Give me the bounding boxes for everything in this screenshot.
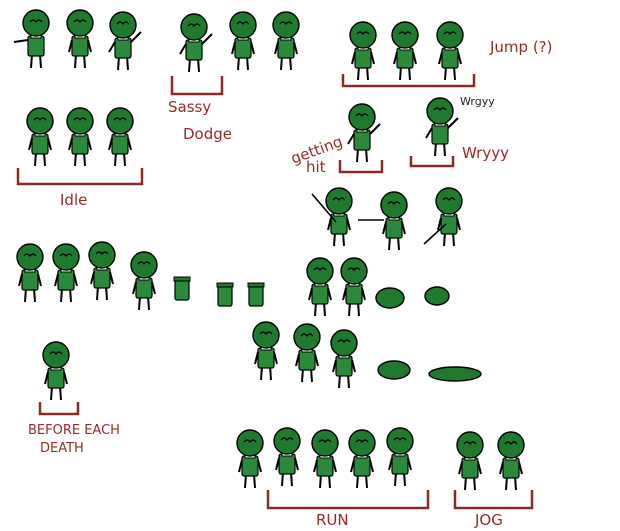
sprite-idle-3 [106,107,134,167]
bracket-getting-hit [338,160,384,174]
bracket-idle [16,168,144,186]
sprite-attack-1 [13,9,50,69]
label-jump: Jump (?) [490,38,553,56]
label-run: RUN [316,511,349,529]
sprite-sword-1 [325,187,353,247]
sprite-dissolve-1 [252,321,280,381]
label-idle: Idle [60,191,88,209]
sprite-idle-1 [26,107,54,167]
sprite-melt-blob-1 [375,287,405,309]
sprite-death-3 [88,241,116,301]
label-jog: JOG [475,511,503,529]
bracket-wryyy [409,156,455,168]
sprite-getting-hit [347,103,381,163]
sprite-run-3 [311,429,339,489]
sprite-melt-1 [306,257,334,317]
sprite-dissolve-3 [330,329,358,389]
label-wryyy: Wryyy [462,144,509,162]
group-brackets [16,74,534,510]
sprite-sassy-2 [229,11,257,71]
sprite-run-2 [273,427,301,487]
sprite-jog-1 [456,431,484,491]
sword-3 [423,223,447,245]
sprite-melt-blob-2 [424,286,450,306]
label-dodge: Dodge [183,125,232,143]
sprite-jog-2 [497,431,525,491]
sprite-jump-3 [436,21,464,81]
sprite-sword-2 [380,191,408,251]
sprite-attack-2 [66,9,94,69]
sprite-dissolve-blob-1 [377,360,411,380]
sprite-wryyy [425,97,459,157]
label-sassy: Sassy [168,98,212,116]
sprite-death-1 [16,243,44,303]
sprite-figures [13,9,525,491]
sprite-dissolve-2 [293,323,321,383]
label-death: DEATH [40,441,84,456]
sprite-run-5 [386,427,414,487]
bracket-sassy-dodge [170,76,224,96]
label-hit: hit [306,158,326,176]
sprite-run-1 [236,429,264,489]
sprite-death-can-1 [173,276,191,301]
bracket-jog [453,490,534,510]
sprite-attack-3 [108,11,142,71]
sprite-sword-3 [435,187,463,247]
label-before-each: BEFORE EACH [28,423,120,438]
bracket-before-death [38,402,80,416]
label-wryyy-small: Wrgyy [460,95,495,108]
sprite-sassy-1 [179,13,213,73]
sprite-melt-2 [340,257,368,317]
sprite-jump-1 [349,21,377,81]
sword-1 [311,193,337,223]
sprite-dissolve-blob-2 [428,366,482,382]
sprite-death-can-3 [247,282,265,307]
sprite-death-2 [52,243,80,303]
sprite-run-4 [348,429,376,489]
sprite-death-can-2 [216,282,234,307]
sprite-idle-2 [66,107,94,167]
bracket-run [266,490,430,510]
sprite-before-death [42,341,70,401]
sprite-death-4 [130,251,158,311]
sprite-jump-2 [391,21,419,81]
bracket-jump [341,74,476,88]
sprite-sassy-3 [272,11,300,71]
